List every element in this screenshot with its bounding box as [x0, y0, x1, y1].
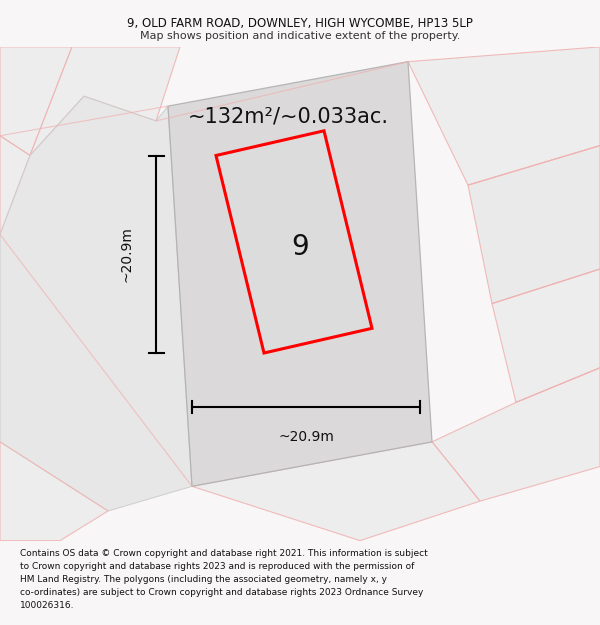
Polygon shape	[30, 47, 180, 156]
Text: Map shows position and indicative extent of the property.: Map shows position and indicative extent…	[140, 31, 460, 41]
Text: ~20.9m: ~20.9m	[278, 430, 334, 444]
Polygon shape	[468, 146, 600, 304]
Polygon shape	[432, 368, 600, 501]
Polygon shape	[192, 442, 480, 541]
Polygon shape	[0, 47, 72, 156]
Text: 9, OLD FARM ROAD, DOWNLEY, HIGH WYCOMBE, HP13 5LP: 9, OLD FARM ROAD, DOWNLEY, HIGH WYCOMBE,…	[127, 18, 473, 30]
Polygon shape	[216, 131, 372, 353]
Polygon shape	[0, 442, 108, 541]
Polygon shape	[168, 62, 432, 486]
Polygon shape	[0, 136, 30, 234]
Text: to Crown copyright and database rights 2023 and is reproduced with the permissio: to Crown copyright and database rights 2…	[20, 562, 414, 571]
Polygon shape	[408, 47, 600, 185]
Text: 100026316.: 100026316.	[20, 601, 74, 610]
Text: ~20.9m: ~20.9m	[119, 226, 133, 282]
Text: Contains OS data © Crown copyright and database right 2021. This information is : Contains OS data © Crown copyright and d…	[20, 549, 428, 558]
Text: co-ordinates) are subject to Crown copyright and database rights 2023 Ordnance S: co-ordinates) are subject to Crown copyr…	[20, 588, 423, 597]
Text: ~132m²/~0.033ac.: ~132m²/~0.033ac.	[187, 106, 389, 126]
Polygon shape	[492, 269, 600, 402]
Text: 9: 9	[291, 233, 309, 261]
Text: HM Land Registry. The polygons (including the associated geometry, namely x, y: HM Land Registry. The polygons (includin…	[20, 575, 387, 584]
Polygon shape	[0, 96, 192, 511]
